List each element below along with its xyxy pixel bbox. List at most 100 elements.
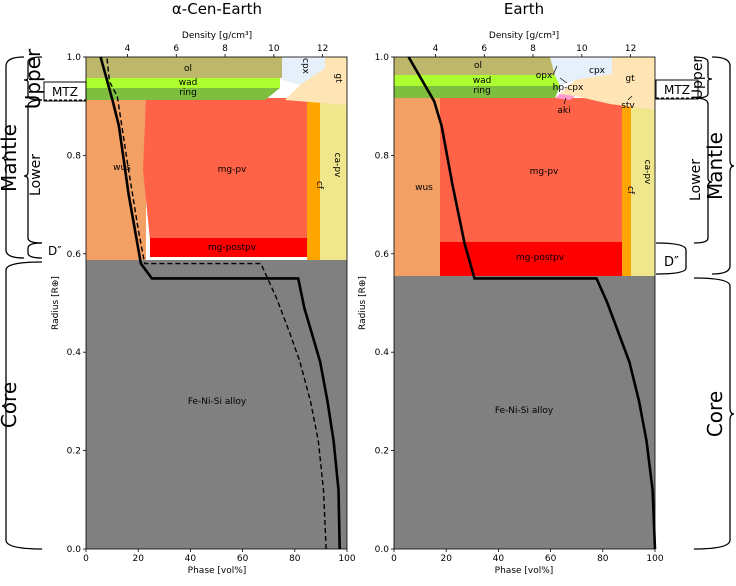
- y-tick-label: 0.6: [67, 250, 82, 260]
- x-tick-label: 40: [185, 554, 197, 564]
- pointer-aki: [563, 97, 567, 105]
- shell-core-left: Core: [0, 382, 21, 428]
- density-tick-label: 6: [173, 44, 179, 54]
- region-cpx-r: [550, 57, 612, 86]
- region-core-r: [394, 276, 655, 549]
- density-tick-label: 12: [625, 44, 636, 54]
- bracket-upper-left: [23, 56, 43, 101]
- label-mg-postpv-r: mg-postpv: [516, 253, 565, 263]
- right-plot-frame: [393, 56, 656, 550]
- label-ol: ol: [184, 64, 192, 74]
- y-tick-label: 0.0: [375, 545, 390, 555]
- label-ca-pv: ca-pv: [332, 153, 342, 178]
- region-mg-postpv: [150, 238, 307, 257]
- region-wad-r: [394, 75, 560, 86]
- shell-dpp-right: D″: [664, 255, 679, 270]
- left-panel: α-Cen-Earth Density [g/cm³] ol cpx gt wa…: [0, 0, 356, 576]
- y-tick-label: 0.2: [375, 447, 389, 457]
- left-top-xlabel: Density [g/cm³]: [182, 31, 252, 41]
- mtz-box-right: [655, 79, 699, 100]
- label-wad: wad: [179, 78, 198, 88]
- shell-dpp-left: D″: [48, 244, 62, 258]
- left-shell-brackets: [1, 56, 43, 550]
- label-cf-r: cf: [625, 186, 635, 195]
- bracket-core-right: [693, 277, 735, 550]
- label-gt: gt: [333, 73, 343, 83]
- bracket-lower-left: [23, 99, 43, 244]
- right-ylabel: Radius [R⊕]: [358, 276, 368, 330]
- region-aki-r: [555, 94, 575, 100]
- x-tick-label: 0: [83, 554, 89, 564]
- region-ol: [86, 57, 282, 78]
- y-tick-label: 0.0: [67, 545, 82, 555]
- density-tick-label: 4: [433, 44, 439, 54]
- pointer-stv: [627, 95, 633, 101]
- density-tick-label: 12: [317, 44, 328, 54]
- pointer-hp-cpx: [559, 77, 568, 84]
- label-aki-r: aki: [557, 106, 570, 116]
- bracket-upper-right: [693, 56, 713, 99]
- label-cpx: cpx: [300, 58, 310, 75]
- shell-upper-left: Upper: [21, 48, 45, 109]
- label-mg-pv: mg-pv: [218, 165, 247, 175]
- label-stv-r: stv: [621, 101, 635, 111]
- x-tick-label: 100: [338, 554, 355, 564]
- region-cf: [307, 98, 320, 260]
- region-ring: [86, 88, 280, 100]
- bracket-core-left: [1, 261, 43, 550]
- region-wus-r: [394, 98, 440, 276]
- x-tick-label: 60: [545, 554, 557, 564]
- y-tick-label: 0.4: [67, 348, 82, 358]
- shell-upper-right: Upper: [690, 57, 706, 100]
- region-mg-pv: [143, 98, 307, 240]
- density-tick-label: 10: [576, 44, 588, 54]
- bracket-mantle-right: [711, 56, 735, 275]
- density-tick-label: 4: [125, 44, 131, 54]
- right-xlabel: Phase [vol%]: [495, 566, 554, 576]
- label-opx-r: opx: [536, 71, 553, 81]
- label-hp-cpx-r: hp-cpx: [553, 83, 584, 93]
- density-tick-label: 10: [268, 44, 280, 54]
- density-tick-label: 8: [530, 44, 536, 54]
- label-ol-r: ol: [474, 61, 482, 71]
- shell-lower-right: Lower: [688, 159, 704, 201]
- x-tick-label: 20: [132, 554, 144, 564]
- phase-curve-dashed: [106, 56, 327, 550]
- label-ring-r: ring: [473, 86, 491, 96]
- region-ca-pv-r: [631, 98, 655, 276]
- region-mg-pv-r: [440, 98, 622, 244]
- region-wad: [86, 78, 280, 88]
- left-ticks: 0 20 40 60 80 100 0.0 0.2 0.4 0.6 0.8 1.0 4 6 8 10 12: [67, 44, 356, 564]
- label-cf: cf: [314, 181, 324, 190]
- right-panel: Earth Density [g/cm³] ol opx cpx gt wad …: [358, 0, 735, 576]
- x-tick-label: 80: [289, 554, 301, 564]
- density-tick-label: 6: [481, 44, 487, 54]
- bracket-dpp-right: [655, 242, 687, 275]
- bracket-lower-right: [693, 97, 713, 244]
- right-curves: [407, 56, 657, 550]
- y-tick-label: 0.2: [67, 447, 81, 457]
- left-ylabel: Radius [R⊕]: [51, 276, 61, 330]
- region-gt: [285, 57, 347, 105]
- x-tick-label: 80: [597, 554, 609, 564]
- left-xlabel: Phase [vol%]: [188, 566, 247, 576]
- label-cpx-r: cpx: [589, 66, 606, 76]
- region-ca-pv: [320, 98, 347, 260]
- mtz-box-left: [43, 81, 87, 102]
- left-title: α-Cen-Earth: [172, 0, 262, 18]
- label-fe-ni-si: Fe-Ni-Si alloy: [188, 397, 247, 407]
- density-curve-solid: [407, 56, 657, 550]
- y-tick-label: 1.0: [375, 53, 390, 63]
- right-pointers: [552, 65, 633, 105]
- right-title: Earth: [504, 0, 544, 18]
- y-tick-label: 0.4: [375, 348, 390, 358]
- region-ol-r: [394, 57, 555, 75]
- x-tick-label: 100: [646, 554, 663, 564]
- y-tick-label: 1.0: [67, 53, 82, 63]
- left-curves: [99, 56, 341, 550]
- label-gt-r: gt: [625, 74, 635, 84]
- bracket-mantle-left: [1, 56, 25, 259]
- x-tick-label: 40: [493, 554, 505, 564]
- y-tick-label: 0.8: [375, 151, 390, 161]
